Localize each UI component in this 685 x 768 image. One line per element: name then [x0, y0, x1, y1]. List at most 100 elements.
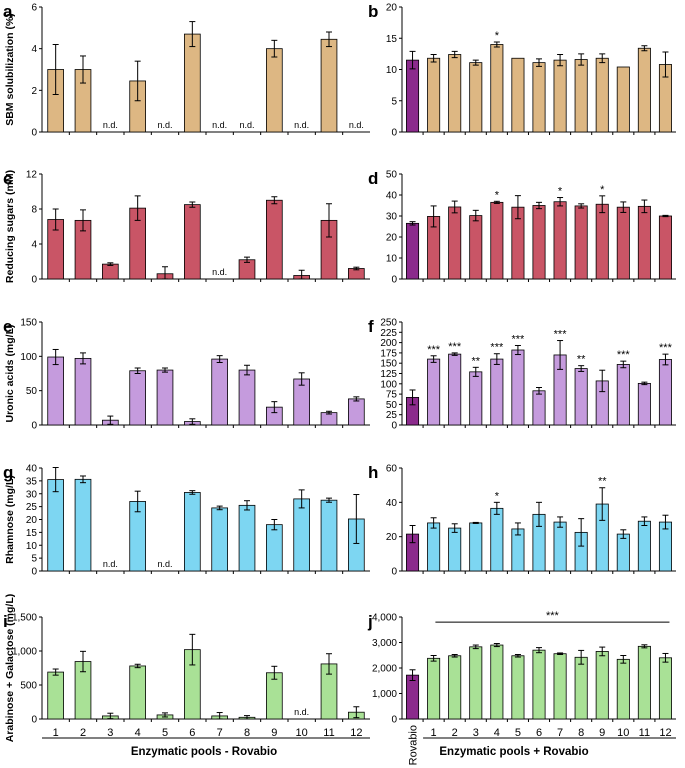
y-axis-title: Rhamnose (mg/L) [4, 475, 16, 564]
significance-mark: *** [659, 342, 673, 354]
nd-label: n.d. [103, 120, 118, 130]
y-tick-label: 150 [380, 359, 397, 370]
bar-8 [238, 369, 256, 426]
panel-letter-g: g [3, 463, 13, 482]
x-tick-label: 3 [107, 727, 113, 739]
y-tick-label: 50 [26, 386, 38, 397]
y-axis-title: Arabinose + Galactose (mg/L) [4, 594, 16, 743]
bar-6 [532, 205, 546, 280]
bar-11 [320, 38, 338, 133]
nd-label: n.d. [239, 120, 254, 130]
panel-letter-a: a [3, 2, 13, 21]
bar-9 [266, 48, 283, 133]
significance-mark: *** [490, 342, 504, 354]
nd-label: n.d. [157, 559, 172, 569]
bar-11 [637, 520, 651, 572]
significance-mark: * [558, 186, 563, 198]
significance-mark: *** [617, 349, 631, 361]
bar-10 [616, 533, 630, 572]
bar-1 [427, 358, 441, 426]
x-tick-label: 4 [494, 727, 500, 739]
bar-3 [102, 263, 119, 280]
bar-2 [74, 478, 92, 572]
panels: a 0 2 4 6 SBM solubilization (%) n.d. n.d. n.d. n… [3, 2, 676, 742]
y-tick-label: 0 [391, 128, 397, 139]
nd-label: n.d. [103, 559, 118, 569]
y-tick-label: 2 [31, 86, 37, 97]
bar-12 [658, 215, 672, 280]
bar-4 [490, 507, 504, 572]
bar-4 [129, 370, 146, 426]
bar-6 [532, 390, 546, 426]
nd-label: n.d. [349, 120, 364, 130]
group-significance-mark: *** [546, 610, 560, 622]
bar-10 [616, 364, 630, 426]
bar-3 [469, 215, 483, 280]
bar-11 [637, 205, 651, 280]
bar-8 [574, 59, 588, 133]
x-axis-right: Rovabio 1 2 3 4 5 6 7 8 9 10 11 12 [408, 725, 676, 765]
bar-1 [47, 356, 64, 426]
y-tick-label: 25 [26, 502, 38, 513]
significance-mark: * [600, 184, 605, 196]
bar-8 [238, 504, 256, 572]
bar-Rovabio [406, 59, 420, 133]
y-tick-label: 20 [386, 233, 398, 244]
bar-11 [637, 645, 651, 720]
y-tick-label: 5 [31, 554, 37, 565]
bar-3 [469, 62, 483, 133]
y-tick-label: 0 [31, 128, 37, 139]
bar-4 [129, 665, 146, 720]
bar-11 [320, 499, 338, 572]
y-tick-label: 100 [20, 352, 37, 363]
y-axis-title: SBM solubilization (%) [4, 13, 16, 126]
y-tick-label: 20 [386, 3, 398, 14]
panel-letter-i: i [3, 612, 8, 631]
bar-5 [156, 369, 174, 426]
x-axis-left: 1 2 3 4 5 6 7 8 9 10 11 12 [42, 727, 370, 739]
y-tick-label: 12 [26, 170, 38, 181]
bar-3 [469, 522, 483, 572]
x-tick-label: 12 [350, 727, 362, 739]
y-tick-label: 25 [386, 410, 398, 421]
bar-1 [427, 657, 441, 720]
x-tick-label: 6 [189, 727, 195, 739]
x-tick-label: 5 [515, 727, 521, 739]
bar-2 [74, 357, 92, 426]
x-tick-label: 11 [639, 727, 650, 739]
bar-10 [616, 658, 630, 720]
y-tick-label: 6 [31, 3, 37, 14]
y-tick-label: 50 [386, 170, 398, 181]
bar-2 [448, 206, 462, 280]
nd-label: n.d. [212, 120, 227, 130]
y-axis-title: Uronic acids (mg/L) [4, 324, 16, 422]
y-tick-label: 0 [31, 275, 37, 286]
significance-mark: ** [471, 355, 480, 367]
bar-4 [490, 44, 504, 133]
significance-mark: *** [554, 329, 568, 341]
left-group-label: Enzymatic pools - Rovabio [131, 746, 277, 758]
bar-9 [266, 199, 283, 280]
y-tick-label: 0 [31, 715, 37, 726]
y-tick-label: 2,000 [372, 664, 397, 675]
y-tick-label: 4,000 [372, 613, 397, 624]
y-tick-label: 50 [386, 400, 398, 411]
y-tick-label: 40 [386, 191, 398, 202]
panel-e: e 0 50 100 150 Uronic acids (mg/L) [3, 317, 370, 432]
bar-3 [469, 371, 483, 426]
x-tick-label: 1 [431, 727, 437, 739]
y-tick-label: 75 [386, 390, 398, 401]
panel-letter-d: d [368, 169, 378, 188]
y-tick-label: 3,000 [372, 638, 397, 649]
bar-12 [658, 359, 672, 426]
x-tick-label: Rovabio [408, 725, 420, 765]
significance-mark: * [495, 30, 500, 42]
bar-7 [211, 507, 228, 572]
y-tick-label: 225 [380, 328, 397, 339]
y-tick-label: 175 [380, 348, 397, 359]
bar-9 [266, 524, 283, 572]
panel-d: d 0 10 20 30 40 50 * * * [368, 169, 676, 286]
